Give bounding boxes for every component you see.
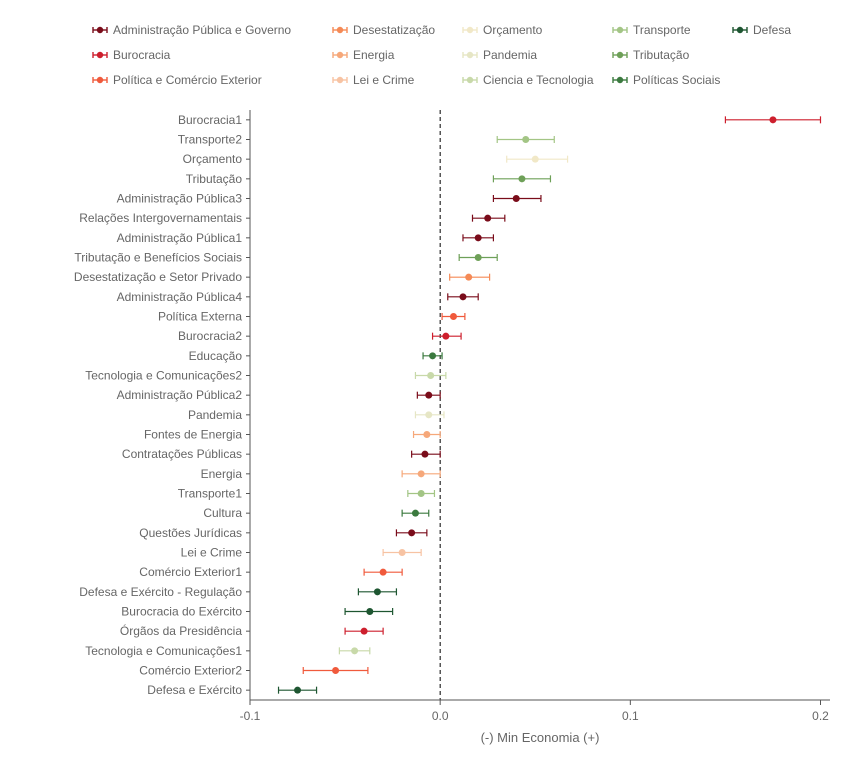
y-tick-label: Burocracia1 [178,113,242,127]
estimate-marker [418,490,425,497]
estimate-marker [459,293,466,300]
y-tick-label: Contratações Públicas [122,447,242,461]
estimate-marker [351,647,358,654]
estimate-marker [450,313,457,320]
estimate-marker [427,372,434,379]
legend-label: Políticas Sociais [633,73,720,87]
legend-label: Administração Pública e Governo [113,23,291,37]
legend-item: Lei e Crime [333,73,415,87]
x-tick-label: 0.1 [622,709,639,723]
y-tick-label: Questões Jurídicas [139,526,242,540]
y-tick-label: Lei e Crime [181,546,243,560]
estimate-marker [332,667,339,674]
y-tick-label: Comércio Exterior2 [139,664,242,678]
y-tick-label: Fontes de Energia [144,428,242,442]
estimate-marker [418,470,425,477]
y-tick-label: Tecnologia e Comunicações2 [85,369,242,383]
y-tick-label: Desestatização e Setor Privado [74,270,242,284]
y-tick-label: Defesa e Exército [147,683,242,697]
legend-item: Transporte [613,23,691,37]
x-axis-title: (-) Min Economia (+) [481,730,600,745]
estimate-marker [484,215,491,222]
y-tick-label: Tributação [186,172,243,186]
y-tick-label: Tributação e Benefícios Sociais [74,251,242,265]
estimate-marker [475,254,482,261]
legend-label: Desestatização [353,23,435,37]
estimate-marker [465,274,472,281]
y-tick-label: Tecnologia e Comunicações1 [85,644,242,658]
estimate-marker [421,451,428,458]
y-tick-label: Administração Pública3 [117,192,243,206]
y-tick-label: Transporte2 [178,133,243,147]
estimate-marker [408,529,415,536]
y-tick-label: Administração Pública4 [117,290,243,304]
y-tick-label: Relações Intergovernamentais [79,211,242,225]
legend-item: Defesa [733,23,791,37]
y-tick-label: Educação [189,349,243,363]
estimate-marker [374,588,381,595]
y-tick-label: Burocracia do Exército [121,605,242,619]
legend-label: Orçamento [483,23,543,37]
estimate-marker [399,549,406,556]
y-tick-label: Órgãos da Presidência [120,623,242,638]
estimate-marker [522,136,529,143]
estimate-marker [294,687,301,694]
estimate-marker [532,156,539,163]
y-tick-label: Administração Pública1 [117,231,243,245]
legend-item: Desestatização [333,23,435,37]
legend-label: Pandemia [483,48,537,62]
y-tick-label: Política Externa [158,310,242,324]
chart-container: Administração Pública e Governo Burocraci… [0,0,852,759]
legend-label: Transporte [633,23,691,37]
chart-svg: Administração Pública e Governo Burocraci… [0,0,852,759]
estimate-marker [429,352,436,359]
y-tick-label: Comércio Exterior1 [139,565,242,579]
estimate-marker [425,392,432,399]
y-tick-label: Pandemia [188,408,242,422]
legend-item: Política e Comércio Exterior [93,73,262,87]
legend-item: Orçamento [463,23,543,37]
legend-label: Tributação [633,48,690,62]
y-tick-label: Administração Pública2 [117,388,243,402]
y-tick-label: Cultura [203,506,242,520]
y-tick-label: Defesa e Exército - Regulação [79,585,242,599]
estimate-marker [425,411,432,418]
legend-label: Lei e Crime [353,73,415,87]
legend-item: Ciencia e Tecnologia [463,73,594,87]
estimate-marker [518,175,525,182]
estimate-marker [361,628,368,635]
legend-item: Tributação [613,48,690,62]
legend-item: Políticas Sociais [613,73,720,87]
legend-item: Energia [333,48,395,62]
legend-item: Pandemia [463,48,537,62]
legend-label: Política e Comércio Exterior [113,73,262,87]
legend-label: Energia [353,48,395,62]
estimate-marker [423,431,430,438]
estimate-marker [769,116,776,123]
x-tick-label: 0.0 [432,709,449,723]
legend-item: Administração Pública e Governo [93,23,291,37]
legend-label: Burocracia [113,48,171,62]
estimate-marker [475,234,482,241]
estimate-marker [513,195,520,202]
legend: Administração Pública e Governo Burocraci… [93,23,791,87]
legend-label: Ciencia e Tecnologia [483,73,594,87]
y-tick-label: Burocracia2 [178,329,242,343]
x-tick-label: -0.1 [240,709,261,723]
y-tick-label: Transporte1 [178,487,243,501]
y-tick-label: Orçamento [183,152,243,166]
legend-item: Burocracia [93,48,171,62]
x-tick-label: 0.2 [812,709,829,723]
estimate-marker [366,608,373,615]
estimate-marker [412,510,419,517]
estimate-marker [380,569,387,576]
y-tick-label: Energia [201,467,243,481]
legend-label: Defesa [753,23,791,37]
estimate-marker [442,333,449,340]
